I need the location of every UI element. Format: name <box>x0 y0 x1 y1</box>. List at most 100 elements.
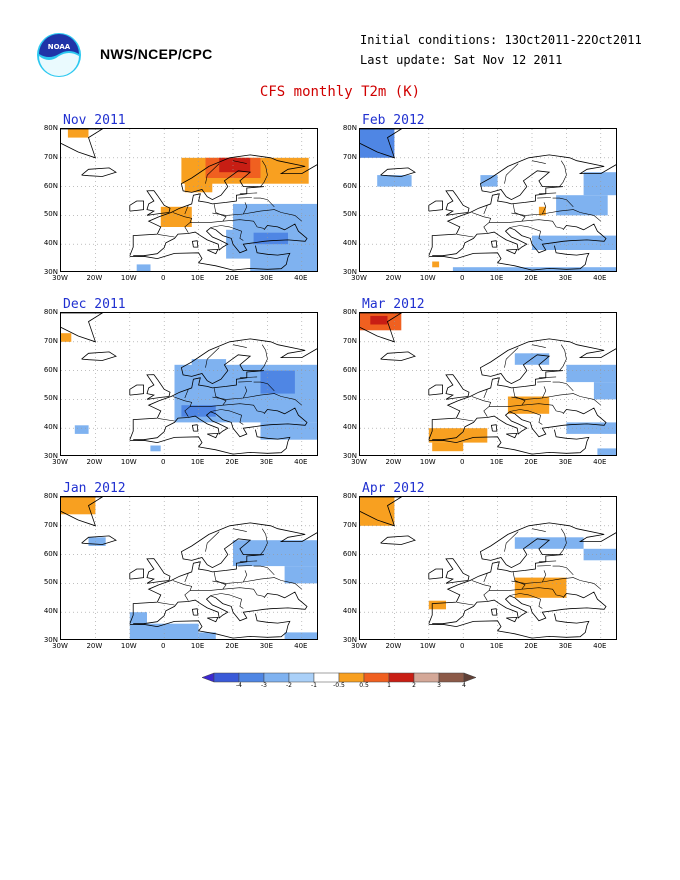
border-line <box>232 160 247 164</box>
coastline <box>129 522 317 624</box>
border-line <box>509 409 543 425</box>
coastline <box>61 313 104 343</box>
border-line <box>157 602 175 606</box>
border-line <box>210 409 244 425</box>
anomaly-patch <box>184 180 213 193</box>
border-line <box>521 219 564 229</box>
border-line <box>232 528 247 532</box>
border-line <box>210 225 244 241</box>
colorbar-swatch <box>363 672 390 683</box>
anomaly-patch <box>583 172 616 196</box>
anomaly-map <box>359 312 617 456</box>
lon-tick-label: 10W <box>120 642 137 650</box>
lon-tick-label: 30W <box>52 274 68 282</box>
lon-tick-label: 20W <box>86 274 103 282</box>
anomaly-patch <box>253 232 288 245</box>
lat-tick-label: 80N <box>342 308 357 316</box>
border-line <box>184 573 189 583</box>
lon-tick-label: 10E <box>190 274 205 282</box>
coastline <box>133 407 308 441</box>
border-line <box>537 565 551 567</box>
coastline <box>432 591 607 625</box>
lon-tick-label: 20E <box>225 274 239 282</box>
anomaly-patch <box>432 442 464 452</box>
lat-tick-label: 80N <box>43 308 58 316</box>
lon-tick-label: 10E <box>489 642 504 650</box>
coastline <box>129 568 144 580</box>
border-line <box>232 344 247 348</box>
border-line <box>542 577 601 590</box>
lat-tick-label: 40N <box>43 239 58 248</box>
border-line <box>253 381 275 392</box>
lat-tick-label: 70N <box>43 152 58 161</box>
lon-tick-label: 20W <box>86 642 103 650</box>
border-line <box>243 577 302 590</box>
anomaly-patch <box>136 264 151 271</box>
last-update: Last update: Sat Nov 12 2011 <box>360 53 563 67</box>
border-line <box>243 209 302 222</box>
anomaly-patch <box>514 537 584 549</box>
colorbar-label: 4 <box>462 682 466 689</box>
anomaly-patch <box>377 175 412 187</box>
lat-tick-label: 80N <box>43 124 58 132</box>
border-line <box>531 528 546 532</box>
anomaly-patch <box>360 497 395 526</box>
lon-tick-label: 10W <box>120 274 137 282</box>
anomaly-patch <box>480 175 498 187</box>
coastline <box>506 432 518 439</box>
anomaly-patch <box>250 255 317 271</box>
lat-tick-label: 30N <box>342 452 357 460</box>
border-line <box>511 212 526 216</box>
coastline <box>129 613 291 639</box>
coastline <box>191 240 199 248</box>
lat-tick-label: 80N <box>342 124 357 132</box>
lat-tick-label: 60N <box>342 181 357 190</box>
lat-tick-label: 40N <box>342 607 357 616</box>
lon-tick-label: 0 <box>160 642 166 650</box>
lat-tick-label: 70N <box>342 152 357 161</box>
lon-tick-label: 30W <box>351 642 367 650</box>
anomaly-patch <box>452 267 616 271</box>
coastline <box>432 407 607 441</box>
border-line <box>239 376 258 379</box>
anomaly-patch <box>181 405 216 417</box>
colorbar-swatch <box>388 672 415 683</box>
border-line <box>559 528 567 555</box>
border-line <box>538 376 557 379</box>
colorbar-label: -1 <box>311 682 317 689</box>
lon-tick-label: 20W <box>86 458 103 466</box>
colorbar <box>200 670 480 686</box>
coastline <box>81 167 117 177</box>
lon-tick-label: 30W <box>52 642 68 650</box>
border-line <box>157 234 175 238</box>
border-line <box>483 389 488 399</box>
lon-tick-label: 20W <box>385 642 402 650</box>
lon-tick-label: 20E <box>524 458 538 466</box>
border-line <box>552 197 574 208</box>
coastline <box>428 154 616 256</box>
lat-tick-label: 30N <box>342 268 357 276</box>
lon-tick-label: 20E <box>225 458 239 466</box>
colorbar-swatch <box>338 672 365 683</box>
lat-tick-label: 50N <box>342 578 357 587</box>
coastline <box>133 223 308 257</box>
coastline <box>207 616 219 623</box>
anomaly-map <box>60 128 318 272</box>
coastline <box>360 313 403 343</box>
anomaly-patch <box>74 425 89 434</box>
anomaly-patch <box>61 333 72 342</box>
border-line <box>511 396 526 400</box>
border-line <box>504 531 519 552</box>
coastline <box>490 424 498 432</box>
lon-tick-label: 40E <box>593 458 607 466</box>
anomaly-patch <box>556 195 608 216</box>
border-line <box>552 381 574 392</box>
lon-tick-label: 10E <box>489 274 504 282</box>
border-line <box>559 344 567 371</box>
lon-tick-label: 30E <box>558 642 573 650</box>
lon-tick-label: 10E <box>489 458 504 466</box>
lon-tick-label: 20W <box>385 458 402 466</box>
coastline <box>146 374 171 400</box>
border-line <box>212 396 227 400</box>
lon-tick-label: 10W <box>120 458 137 466</box>
